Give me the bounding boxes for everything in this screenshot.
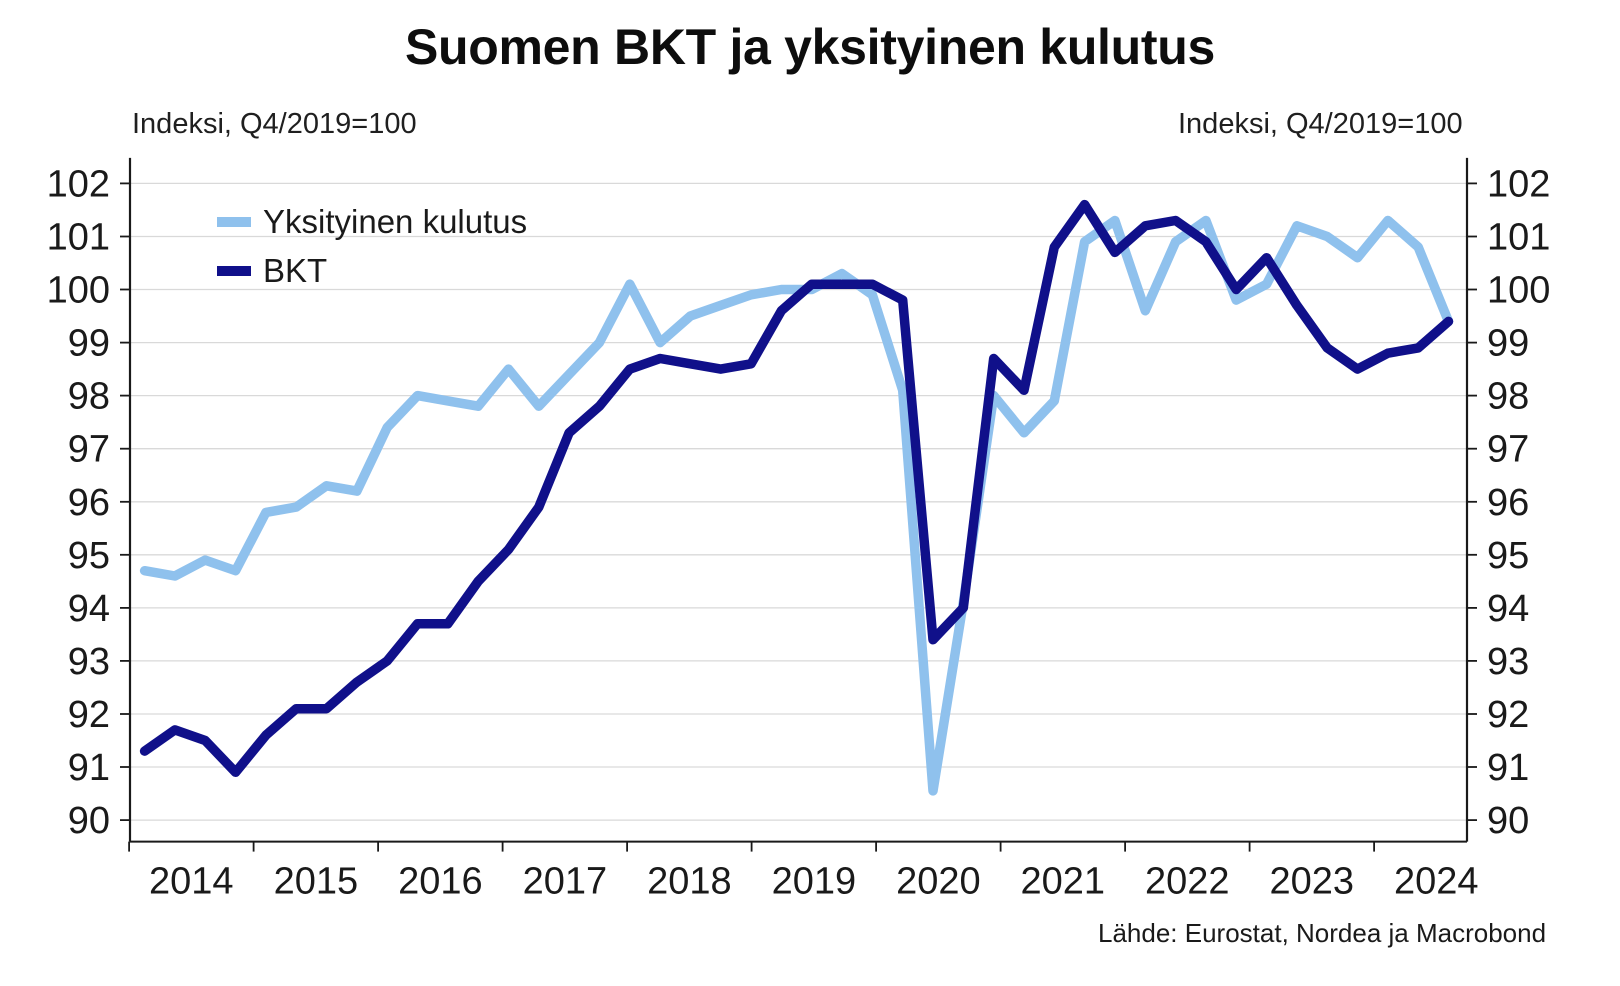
svg-text:91: 91 bbox=[68, 747, 110, 789]
svg-text:94: 94 bbox=[68, 588, 110, 630]
svg-text:92: 92 bbox=[1487, 694, 1529, 736]
svg-text:90: 90 bbox=[68, 800, 110, 842]
svg-text:2018: 2018 bbox=[647, 861, 732, 903]
svg-text:102: 102 bbox=[47, 163, 110, 205]
svg-text:95: 95 bbox=[1487, 535, 1529, 577]
svg-text:2021: 2021 bbox=[1021, 861, 1106, 903]
svg-text:2016: 2016 bbox=[398, 861, 483, 903]
svg-text:97: 97 bbox=[68, 429, 110, 471]
svg-text:91: 91 bbox=[1487, 747, 1529, 789]
svg-text:92: 92 bbox=[68, 694, 110, 736]
svg-text:2014: 2014 bbox=[149, 861, 234, 903]
svg-text:97: 97 bbox=[1487, 429, 1529, 471]
svg-text:2023: 2023 bbox=[1270, 861, 1355, 903]
svg-text:102: 102 bbox=[1487, 163, 1550, 205]
svg-text:2017: 2017 bbox=[523, 861, 608, 903]
svg-text:96: 96 bbox=[68, 482, 110, 524]
svg-text:101: 101 bbox=[47, 217, 110, 259]
svg-text:98: 98 bbox=[1487, 376, 1529, 418]
svg-text:95: 95 bbox=[68, 535, 110, 577]
svg-text:99: 99 bbox=[1487, 323, 1529, 365]
svg-text:99: 99 bbox=[68, 323, 110, 365]
svg-text:96: 96 bbox=[1487, 482, 1529, 524]
svg-text:2015: 2015 bbox=[274, 861, 359, 903]
svg-text:100: 100 bbox=[1487, 270, 1550, 312]
svg-text:2019: 2019 bbox=[772, 861, 857, 903]
svg-text:2020: 2020 bbox=[896, 861, 981, 903]
svg-text:98: 98 bbox=[68, 376, 110, 418]
svg-text:94: 94 bbox=[1487, 588, 1529, 630]
svg-text:101: 101 bbox=[1487, 217, 1550, 259]
svg-text:100: 100 bbox=[47, 270, 110, 312]
svg-text:93: 93 bbox=[1487, 641, 1529, 683]
svg-text:93: 93 bbox=[68, 641, 110, 683]
svg-text:2024: 2024 bbox=[1394, 861, 1479, 903]
svg-text:90: 90 bbox=[1487, 800, 1529, 842]
svg-text:2022: 2022 bbox=[1145, 861, 1230, 903]
